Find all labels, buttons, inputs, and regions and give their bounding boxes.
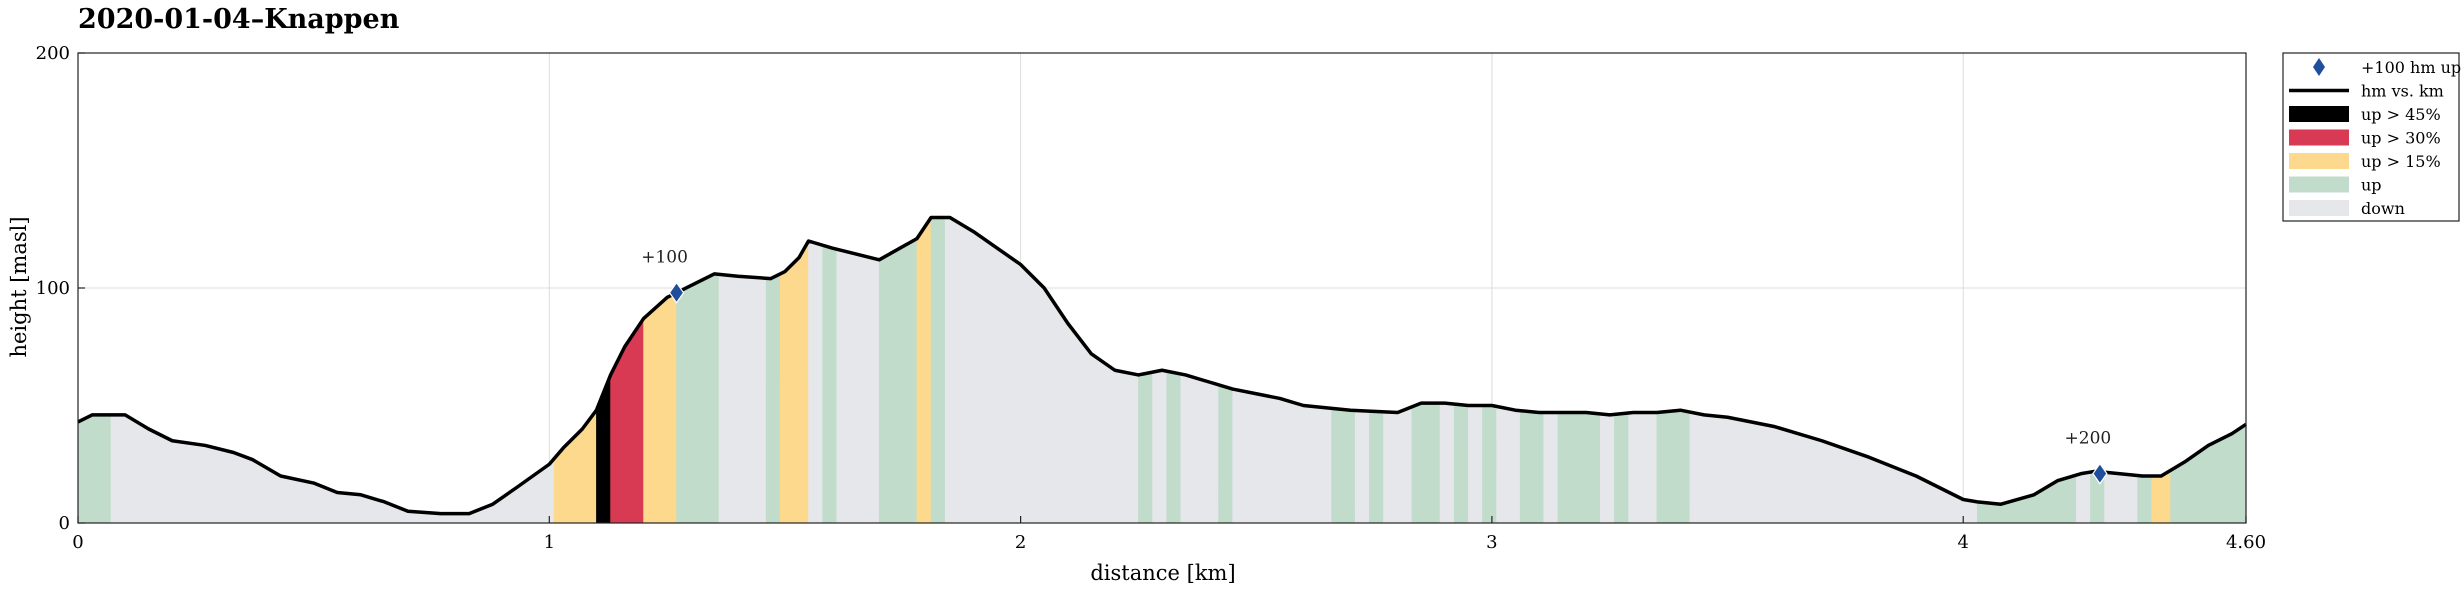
elevation-marker [668, 281, 685, 304]
segment-up [2137, 475, 2153, 524]
segment-up [878, 238, 918, 524]
segment-up [1519, 410, 1545, 524]
legend-label: up > 45% [2361, 105, 2441, 124]
plot-area: +100 +200 0 1 2 3 4 4.60 0 100 200 [36, 43, 2266, 553]
legend-label: up > 15% [2361, 152, 2441, 171]
segment-down [1152, 369, 1168, 524]
legend-label: down [2361, 199, 2405, 218]
segment-up [676, 273, 720, 524]
segment-down [1468, 405, 1483, 524]
segment-down [808, 240, 823, 524]
legend-label: +100 hm up [2361, 58, 2461, 77]
segment-down [1543, 412, 1559, 524]
y-tick-label: 200 [36, 43, 70, 64]
x-tick-label: 4 [1957, 532, 1968, 553]
legend-swatch-up30 [2289, 129, 2349, 146]
legend-swatch-up15 [2289, 153, 2349, 169]
segment-up15 [916, 216, 932, 524]
segment-down [1180, 373, 1219, 524]
segment-up [930, 217, 946, 524]
segment-up15 [2151, 469, 2171, 524]
elevation-marker [2092, 462, 2108, 485]
segment-up [822, 244, 838, 524]
segment-up15 [643, 292, 677, 524]
profile-line [77, 215, 2247, 516]
legend-label: up > 30% [2361, 129, 2441, 148]
segment-up [1482, 405, 1497, 524]
x-tick-label: 3 [1486, 532, 1497, 553]
x-tick-label: 4.60 [2226, 532, 2266, 553]
segment-up [77, 414, 112, 524]
segment-up [1218, 384, 1233, 524]
segment-down [1628, 412, 1658, 524]
segment-up [765, 273, 781, 524]
y-axis-label: height [masl] [7, 216, 31, 357]
segment-up [1557, 412, 1601, 524]
segment-down [2076, 471, 2091, 524]
segments [77, 216, 2247, 524]
chart-title: 2020-01-04–Knappen [78, 4, 400, 35]
segment-down [1496, 406, 1521, 524]
legend-label: up [2361, 176, 2382, 195]
segment-up [1166, 370, 1182, 524]
segment-up15 [779, 239, 809, 524]
segment-down [2104, 471, 2138, 524]
segment-up [1656, 409, 1691, 524]
segment-up [1369, 410, 1384, 524]
ticks: 0 1 2 3 4 4.60 0 100 200 [36, 43, 2266, 553]
legend: +100 hm up hm vs. km up > 45% up > 30% up > … [2282, 52, 2461, 222]
segment-up [1411, 402, 1441, 524]
segment-down [718, 274, 767, 524]
segment-up [1453, 403, 1469, 524]
marker-label: +200 [2065, 429, 2112, 449]
x-tick-label: 1 [544, 532, 555, 553]
marker-label: +100 [641, 248, 688, 268]
x-tick-label: 0 [72, 532, 83, 553]
segment-up [1331, 407, 1356, 524]
segment-down [1354, 410, 1370, 524]
legend-swatch-up [2289, 176, 2349, 193]
segment-down [1439, 402, 1455, 524]
segment-down [1600, 413, 1615, 524]
legend-marker-swatch [2313, 58, 2325, 76]
x-tick-label: 2 [1015, 532, 1026, 553]
segment-down [1232, 388, 1332, 524]
legend-label: hm vs. km [2361, 82, 2444, 101]
segment-down [836, 248, 880, 524]
y-tick-label: 100 [36, 278, 70, 299]
markers: +100 +200 [641, 248, 2112, 485]
segment-up [1614, 412, 1629, 524]
y-tick-label: 0 [59, 513, 70, 534]
legend-swatch-up45 [2289, 106, 2349, 122]
x-axis-label: distance [km] [1090, 561, 1235, 585]
segment-up [1138, 371, 1153, 524]
segment-down [1383, 406, 1413, 524]
legend-swatch-down [2289, 200, 2349, 216]
